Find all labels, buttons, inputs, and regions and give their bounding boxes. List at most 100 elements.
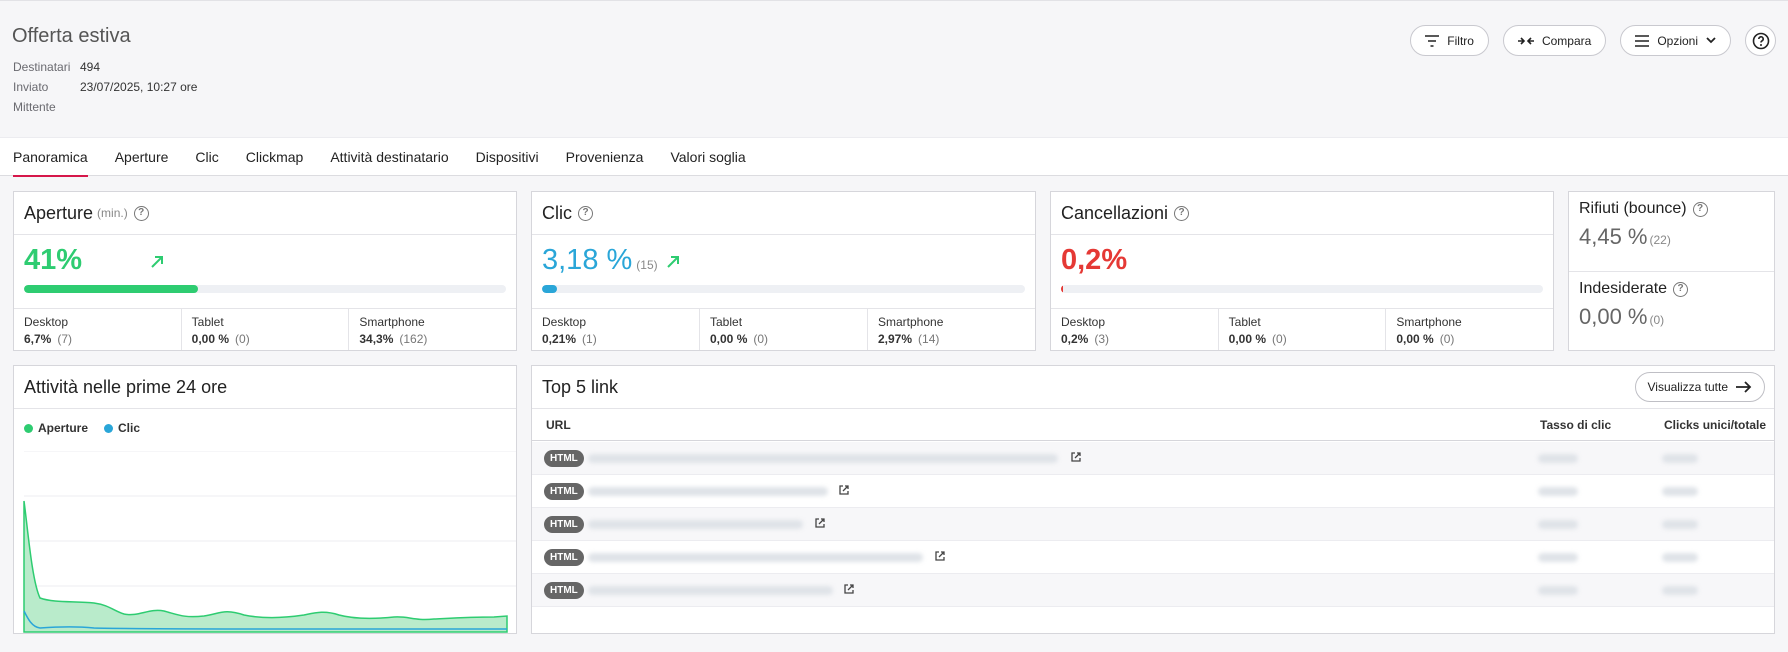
header-actions: Filtro Compara Opzioni xyxy=(1410,25,1776,56)
redacted-click-rate xyxy=(1538,520,1578,529)
help-icon[interactable]: ? xyxy=(1692,201,1708,217)
trend-up-icon xyxy=(151,256,164,268)
redacted-click-rate xyxy=(1538,487,1578,496)
external-link-icon[interactable] xyxy=(839,485,849,495)
device-tablet: Tablet 0,00 % (0) xyxy=(1219,309,1387,350)
tab-devices[interactable]: Dispositivi xyxy=(475,149,539,165)
external-link-icon[interactable] xyxy=(844,584,854,594)
device-smartphone: Smartphone 34,3% (162) xyxy=(359,315,428,346)
redacted-unique-total xyxy=(1662,586,1698,595)
tab-recipient-activity[interactable]: Attività destinatario xyxy=(330,149,449,165)
device-smartphone: Smartphone 0,00 % (0) xyxy=(1396,315,1462,346)
device-breakdown: Desktop 0,2% (3) Tablet 0,00 % (0) Smartphon… xyxy=(1051,308,1553,350)
external-link-icon[interactable] xyxy=(815,518,825,528)
type-badge: HTML xyxy=(544,450,584,467)
device-breakdown: Desktop 6,7% (7) Tablet 0,00 % (0) Smartphon… xyxy=(14,308,516,350)
help-icon[interactable]: ? xyxy=(133,205,149,221)
meta-sent: Inviato 23/07/2025, 10:27 ore xyxy=(13,80,198,94)
type-badge: HTML xyxy=(544,582,584,599)
device-tablet: Tablet 0,00 % (0) xyxy=(700,309,868,350)
bounce-block: Rifiuti (bounce)? 4,45 % (22) xyxy=(1569,192,1774,272)
card-header: Top 5 link xyxy=(532,366,1774,409)
report-header: Offerta estiva Destinatari 494 Inviato 23/… xyxy=(0,0,1788,137)
redacted-url xyxy=(588,487,828,496)
filter-button[interactable]: Filtro xyxy=(1410,25,1489,56)
top-links-card: Top 5 link Visualizza tutte URL Tasso di… xyxy=(531,365,1775,634)
redacted-click-rate xyxy=(1538,586,1578,595)
opens-progress xyxy=(24,285,506,293)
unsubscribes-progress xyxy=(1061,285,1543,293)
meta-recipients: Destinatari 494 xyxy=(13,60,101,74)
clicks-value: 3,18 % (15) xyxy=(542,244,680,277)
unsubscribes-card: Cancellazioni ? 0,2% Desktop 0,2% (3) Tabl… xyxy=(1050,191,1554,351)
opens-value: 41% xyxy=(24,244,164,277)
column-unique-total[interactable]: Clicks unici/totale xyxy=(1664,418,1767,432)
type-badge: HTML xyxy=(544,549,584,566)
device-breakdown: Desktop 0,21% (1) Tablet 0,00 % (0) Smartpho… xyxy=(532,308,1035,350)
progress-fill xyxy=(24,285,198,293)
column-url[interactable]: URL xyxy=(546,418,571,432)
clicks-line xyxy=(23,610,507,630)
redacted-url xyxy=(588,586,833,595)
device-desktop: Desktop 6,7% (7) xyxy=(14,309,182,350)
view-all-button[interactable]: Visualizza tutte xyxy=(1634,372,1765,402)
device-desktop: Desktop 0,2% (3) xyxy=(1051,309,1219,350)
chevron-down-icon xyxy=(1706,37,1716,44)
type-badge: HTML xyxy=(544,516,584,533)
redacted-url xyxy=(588,520,803,529)
device-desktop: Desktop 0,21% (1) xyxy=(532,309,700,350)
device-smartphone: Smartphone 2,97% (14) xyxy=(878,315,944,346)
redacted-unique-total xyxy=(1662,553,1698,562)
table-row[interactable]: HTML xyxy=(532,475,1774,508)
table-row[interactable]: HTML xyxy=(532,442,1774,475)
tab-bar: Panoramica Aperture Clic Clickmap Attivi… xyxy=(0,137,1788,177)
legend-opens[interactable]: Aperture xyxy=(24,421,88,435)
page-title: Offerta estiva xyxy=(12,25,131,47)
tab-opens[interactable]: Aperture xyxy=(114,149,169,165)
redacted-click-rate xyxy=(1538,454,1578,463)
help-icon[interactable]: ? xyxy=(578,205,593,221)
compare-button[interactable]: Compara xyxy=(1502,25,1607,56)
redacted-url xyxy=(588,553,923,562)
tab-clickmap[interactable]: Clickmap xyxy=(245,149,304,165)
table-row[interactable]: HTML xyxy=(532,574,1774,607)
clicks-card: Clic ? 3,18 % (15) Desktop 0,21% (1) Table… xyxy=(531,191,1036,351)
column-click-rate[interactable]: Tasso di clic xyxy=(1540,418,1612,432)
menu-icon xyxy=(1635,34,1650,47)
tab-thresholds[interactable]: Valori soglia xyxy=(670,149,746,165)
redacted-unique-total xyxy=(1662,454,1698,463)
compare-icon xyxy=(1517,36,1534,45)
type-badge: HTML xyxy=(544,483,584,500)
external-link-icon[interactable] xyxy=(935,551,945,561)
redacted-url xyxy=(588,454,1058,463)
spam-block: Indesiderate? 0,00 % (0) xyxy=(1569,272,1774,338)
help-button[interactable] xyxy=(1745,25,1776,56)
options-button[interactable]: Opzioni xyxy=(1620,25,1731,56)
chart-legend: Aperture Clic xyxy=(24,421,140,435)
legend-swatch xyxy=(24,423,33,433)
legend-swatch xyxy=(104,423,114,433)
opens-card: Aperture (min.) ? 41% Desktop 6,7% (7) Tab… xyxy=(13,191,517,351)
redacted-click-rate xyxy=(1538,553,1578,562)
unsubscribes-value: 0,2% xyxy=(1061,244,1128,276)
redacted-unique-total xyxy=(1662,520,1698,529)
table-row[interactable]: HTML xyxy=(532,541,1774,574)
clicks-progress xyxy=(542,285,1025,293)
tab-clicks[interactable]: Clic xyxy=(195,149,219,165)
help-icon xyxy=(1752,32,1769,49)
trend-up-icon xyxy=(666,256,679,268)
device-tablet: Tablet 0,00 % (0) xyxy=(182,309,350,350)
card-header: Aperture (min.) ? xyxy=(14,192,516,235)
tab-origin[interactable]: Provenienza xyxy=(565,149,644,165)
activity-card: Attività nelle prime 24 ore Aperture Cli… xyxy=(13,365,517,634)
help-icon[interactable]: ? xyxy=(1673,281,1689,297)
filter-icon xyxy=(1425,34,1440,47)
external-link-icon[interactable] xyxy=(1071,452,1081,462)
table-row[interactable]: HTML xyxy=(532,508,1774,541)
tab-overview[interactable]: Panoramica xyxy=(13,138,88,177)
opens-area xyxy=(23,500,508,633)
progress-fill xyxy=(1061,285,1063,293)
help-icon[interactable]: ? xyxy=(1174,205,1190,221)
meta-sender: Mittente xyxy=(13,100,56,114)
legend-clicks[interactable]: Clic xyxy=(104,421,140,435)
